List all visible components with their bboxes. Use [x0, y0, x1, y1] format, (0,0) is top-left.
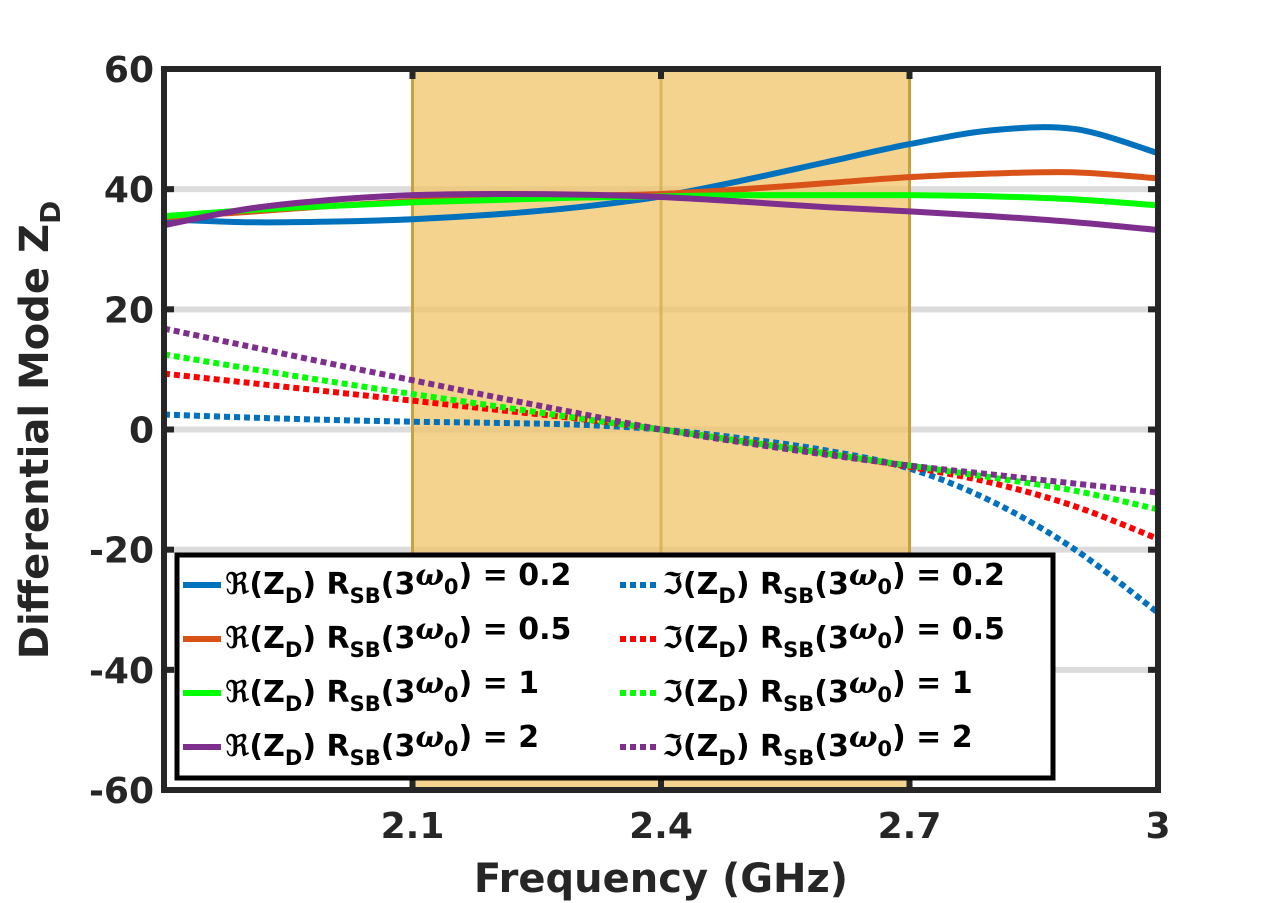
legend-label-part: 0	[877, 683, 892, 707]
legend-label-part: ω	[849, 558, 878, 593]
legend-label-part: ℑ(Z	[662, 729, 718, 764]
legend-label-part: D	[718, 638, 735, 662]
x-tick-label: 3	[1145, 806, 1170, 847]
y-tick-label: 40	[104, 170, 154, 211]
legend-label-part: SB	[783, 746, 814, 770]
y-tick-label: -60	[89, 771, 154, 812]
legend-label-part: ) = 0.5	[892, 612, 1005, 647]
y-tick-label: -20	[89, 531, 154, 572]
legend-label-part: SB	[350, 746, 381, 770]
legend-label-part: D	[285, 692, 302, 716]
y-tick-label: -40	[89, 651, 154, 692]
y-tick-label: 60	[104, 50, 154, 91]
legend-label-part: SB	[783, 692, 814, 716]
legend-label-part: D	[718, 746, 735, 770]
legend-label-part: D	[285, 746, 302, 770]
x-tick-label: 2.1	[381, 806, 445, 847]
x-axis-title: Frequency (GHz)	[474, 856, 848, 902]
legend-label-part: SB	[783, 638, 814, 662]
legend-label-part: ) R	[302, 675, 349, 710]
legend-label-part: ) R	[302, 621, 349, 656]
legend-label-part: ) R	[736, 621, 783, 656]
legend-label-part: ω	[849, 720, 878, 755]
legend-label-part: ) = 2	[892, 720, 973, 755]
series-lines	[163, 124, 1160, 616]
y-axis-title-main: Differential Mode Z	[12, 224, 58, 659]
y-axis-title: Differential Mode ZD	[12, 201, 67, 659]
legend-label: ℑ(ZD) RSB(3ω0) = 2	[662, 720, 973, 770]
series-line-7	[163, 351, 1159, 513]
legend-label: ℜ(ZD) RSB(3ω0) = 0.5	[225, 612, 571, 662]
legend-label-part: 0	[877, 575, 892, 599]
legend-label-part: ω	[415, 666, 444, 701]
legend-label-part: ) R	[736, 729, 783, 764]
legend-label-part: SB	[350, 692, 381, 716]
legend-label-part: 0	[877, 737, 892, 761]
legend-label-part: (3	[381, 567, 416, 602]
legend-label-part: ℜ(Z	[225, 675, 285, 710]
y-tick-label: 20	[104, 290, 154, 331]
legend-label-part: (3	[381, 675, 416, 710]
series-line-8	[163, 325, 1159, 496]
legend-label-part: 0	[444, 737, 459, 761]
legend-label-part: ) = 0.5	[459, 612, 572, 647]
legend-label-part: D	[285, 584, 302, 608]
legend-label-part: ℑ(Z	[662, 567, 718, 602]
legend-label-part: SB	[350, 638, 381, 662]
legend-label-part: ℜ(Z	[225, 567, 285, 602]
legend-label-part: ) = 1	[892, 666, 973, 701]
legend-label-part: ) R	[302, 567, 349, 602]
legend-label: ℑ(ZD) RSB(3ω0) = 1	[662, 666, 973, 716]
legend-label-part: ω	[849, 612, 878, 647]
legend-box	[174, 552, 1056, 781]
legend-label: ℑ(ZD) RSB(3ω0) = 0.5	[662, 612, 1005, 662]
x-tick-label: 2.7	[878, 806, 942, 847]
legend-label-part: ω	[415, 558, 444, 593]
legend-label-part: D	[718, 692, 735, 716]
legend-label-part: SB	[350, 584, 381, 608]
legend-label-part: D	[285, 638, 302, 662]
plot-frame	[161, 66, 1161, 793]
legend-label-part: ℜ(Z	[225, 621, 285, 656]
legend-label-part: ℑ(Z	[662, 675, 718, 710]
legend-label-part: ) R	[736, 675, 783, 710]
legend-label: ℜ(ZD) RSB(3ω0) = 2	[225, 720, 539, 770]
legend-label-part: 0	[444, 575, 459, 599]
legend-label-part: 0	[444, 629, 459, 653]
legend-label-part: ) = 0.2	[892, 558, 1005, 593]
legend-label: ℜ(ZD) RSB(3ω0) = 1	[225, 666, 539, 716]
y-tick-label: 0	[129, 411, 154, 452]
legend-label-part: (3	[814, 621, 849, 656]
legend-label-part: 0	[877, 629, 892, 653]
legend-label-part: ) R	[302, 729, 349, 764]
legend-label-part: ) = 0.2	[459, 558, 572, 593]
legend-label-part: (3	[814, 567, 849, 602]
legend-label-part: ω	[415, 720, 444, 755]
legend-label-part: (3	[814, 729, 849, 764]
legend-label-part: D	[718, 584, 735, 608]
legend-label-part: ℜ(Z	[225, 729, 285, 764]
legend-label-part: ) = 1	[459, 666, 540, 701]
legend-label: ℜ(ZD) RSB(3ω0) = 0.2	[225, 558, 571, 608]
legend-label-part: 0	[444, 683, 459, 707]
legend-label-part: SB	[783, 584, 814, 608]
legend-label-part: ℑ(Z	[662, 621, 718, 656]
series-line-5	[163, 411, 1160, 616]
y-axis-title-subscript: D	[34, 201, 67, 224]
legend-label: ℑ(ZD) RSB(3ω0) = 0.2	[662, 558, 1005, 608]
legend-label-part: ω	[415, 612, 444, 647]
legend-label-part: (3	[381, 729, 416, 764]
legend-label-part: (3	[381, 621, 416, 656]
legend-label-part: ω	[849, 666, 878, 701]
x-tick-label: 2.4	[629, 806, 693, 847]
series-line-4	[163, 190, 1159, 234]
tick-labels: -60 -40 -20 0 20 40 60 2.1 2.4 2.7 3	[89, 50, 1171, 847]
legend-label-part: ) R	[736, 567, 783, 602]
legend-label-part: ) = 2	[459, 720, 540, 755]
legend-label-part: (3	[814, 675, 849, 710]
legend: ℜ(ZD) RSB(3ω0) = 0.2ℜ(ZD) RSB(3ω0) = 0.5…	[174, 552, 1056, 781]
